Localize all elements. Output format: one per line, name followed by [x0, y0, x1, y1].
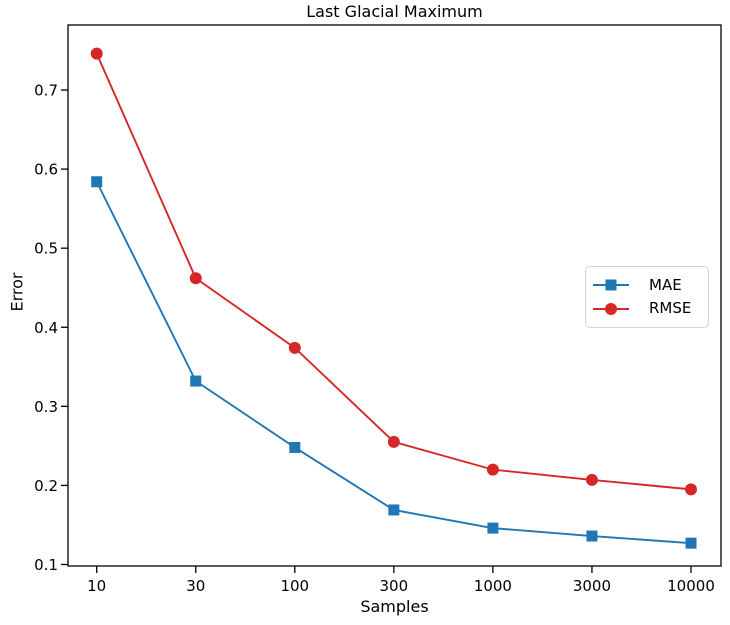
legend: MAE RMSE	[585, 266, 709, 328]
x-axis-label: Samples	[360, 597, 429, 616]
x-tick-label: 10	[87, 577, 106, 595]
y-tick-label: 0.2	[34, 477, 58, 495]
legend-sample-mae	[593, 279, 629, 291]
data-point-rmse	[486, 463, 499, 476]
x-tick-label: 30	[186, 577, 205, 595]
y-tick-label: 0.1	[34, 556, 58, 574]
y-axis-label: Error	[7, 272, 27, 312]
data-point-mae	[388, 504, 400, 516]
data-point-mae	[586, 530, 598, 542]
data-point-mae	[487, 522, 499, 534]
x-tick-label: 10000	[667, 577, 715, 595]
x-tick-label: 300	[380, 577, 409, 595]
legend-label-mae: MAE	[649, 275, 682, 294]
data-point-rmse	[387, 435, 400, 448]
legend-square-marker-icon	[605, 279, 617, 291]
y-tick-label: 0.7	[34, 82, 58, 100]
x-tick-label: 100	[280, 577, 309, 595]
legend-sample-rmse	[593, 302, 629, 315]
data-point-mae	[289, 441, 301, 453]
data-point-mae	[91, 176, 103, 188]
chart-title: Last Glacial Maximum	[306, 2, 483, 21]
data-point-mae	[190, 375, 202, 387]
data-point-rmse	[685, 483, 697, 496]
data-point-rmse	[90, 47, 103, 60]
legend-item-rmse: RMSE	[593, 301, 708, 316]
data-point-rmse	[189, 272, 202, 285]
data-point-rmse	[585, 473, 598, 486]
y-tick-label: 0.3	[34, 398, 58, 416]
x-tick-label: 3000	[573, 577, 611, 595]
legend-label-rmse: RMSE	[649, 299, 692, 318]
legend-item-mae: MAE	[593, 275, 708, 294]
y-tick-label: 0.6	[34, 161, 58, 179]
y-tick-label: 0.4	[34, 319, 58, 337]
legend-circle-marker-icon	[605, 302, 617, 315]
y-tick-label: 0.5	[34, 240, 58, 258]
x-tick-label: 1000	[474, 577, 512, 595]
data-point-mae	[685, 537, 697, 549]
series-line-mae	[95, 181, 692, 545]
data-point-rmse	[288, 341, 301, 354]
